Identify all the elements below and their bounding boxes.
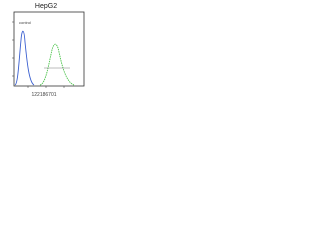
screenshot: HepG2 control 122186701 xyxy=(0,0,88,100)
title: HepG2 xyxy=(35,3,57,10)
background xyxy=(0,0,88,100)
plot-frame xyxy=(13,11,85,87)
page: HepG2 control 122186701 (() => { const d… xyxy=(0,0,320,100)
sample-curve xyxy=(39,43,75,86)
footer-id: 122186701 xyxy=(31,92,56,98)
control-curve xyxy=(14,30,35,86)
plot-label: control xyxy=(19,20,31,25)
axis-ticks xyxy=(12,21,65,88)
